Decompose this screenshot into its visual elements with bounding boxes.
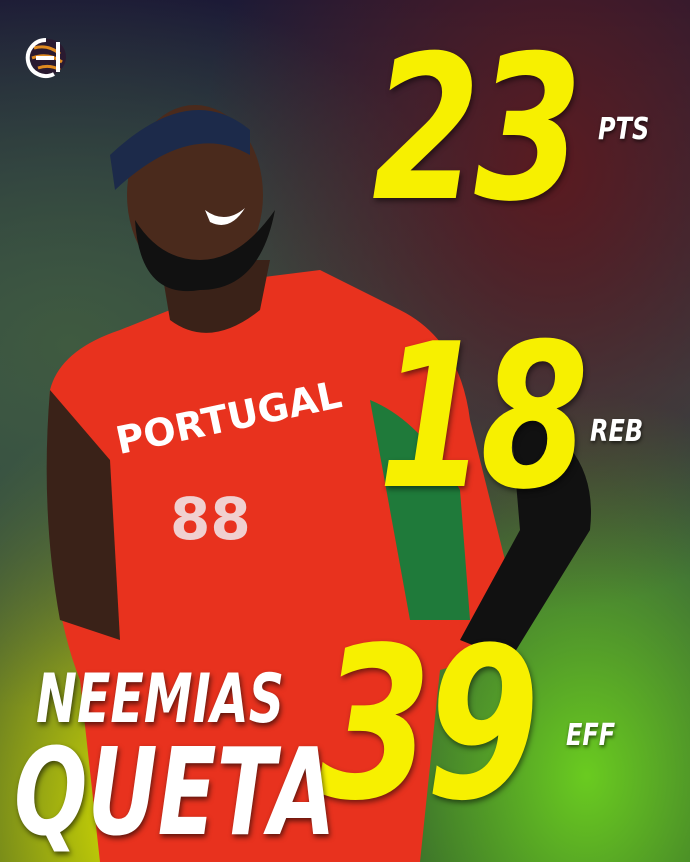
stat-label-reb: REB — [590, 414, 644, 449]
stat-value-reb: 18 — [378, 301, 589, 534]
player-last-name: QUETA — [14, 724, 336, 862]
stat-value-pts: 23 — [372, 13, 583, 246]
stat-label-eff: EFF — [566, 718, 616, 753]
basketball-logo-icon — [25, 37, 66, 78]
stat-value-eff: 39 — [318, 602, 540, 847]
jersey-number: 88 — [170, 485, 251, 553]
player-first-name: NEEMIAS — [36, 660, 284, 739]
player-photo — [46, 105, 591, 862]
stat-label-pts: PTS — [598, 112, 650, 147]
